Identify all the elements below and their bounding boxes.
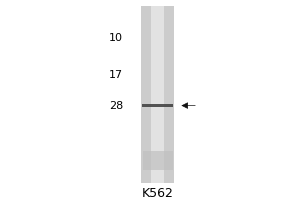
Bar — [151, 6, 164, 183]
Text: 17: 17 — [109, 70, 123, 80]
Bar — [142, 104, 173, 107]
Text: 10: 10 — [109, 33, 123, 43]
Text: K562: K562 — [142, 187, 173, 200]
Bar — [142, 151, 172, 170]
Bar — [141, 6, 174, 183]
Text: 28: 28 — [109, 101, 123, 111]
